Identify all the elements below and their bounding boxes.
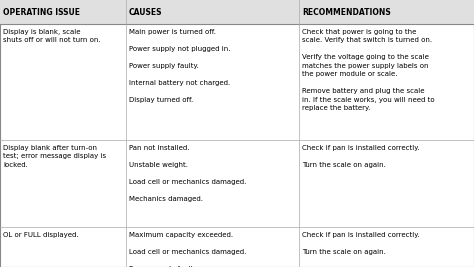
- Text: OPERATING ISSUE: OPERATING ISSUE: [3, 7, 80, 17]
- Text: Maximum capacity exceeded.

Load cell or mechanics damaged.

Power supply faulty: Maximum capacity exceeded. Load cell or …: [129, 232, 246, 267]
- Text: Check if pan is installed correctly.

Turn the scale on again.: Check if pan is installed correctly. Tur…: [302, 232, 419, 255]
- Text: CAUSES: CAUSES: [129, 7, 163, 17]
- Text: Display is blank, scale
shuts off or will not turn on.: Display is blank, scale shuts off or wil…: [3, 29, 101, 43]
- Text: Check that power is going to the
scale. Verify that switch is turned on.

Verify: Check that power is going to the scale. …: [302, 29, 435, 111]
- Text: Pan not installed.

Unstable weight.

Load cell or mechanics damaged.

Mechanics: Pan not installed. Unstable weight. Load…: [129, 145, 246, 202]
- Text: Main power is turned off.

Power supply not plugged in.

Power supply faulty.

I: Main power is turned off. Power supply n…: [129, 29, 230, 103]
- Text: RECOMMENDATIONS: RECOMMENDATIONS: [302, 7, 391, 17]
- Bar: [0, 0, 474, 24]
- Text: Check if pan is installed correctly.

Turn the scale on again.: Check if pan is installed correctly. Tur…: [302, 145, 419, 168]
- Text: Display blank after turn-on
test; error message display is
locked.: Display blank after turn-on test; error …: [3, 145, 107, 168]
- Text: OL or FULL displayed.: OL or FULL displayed.: [3, 232, 79, 238]
